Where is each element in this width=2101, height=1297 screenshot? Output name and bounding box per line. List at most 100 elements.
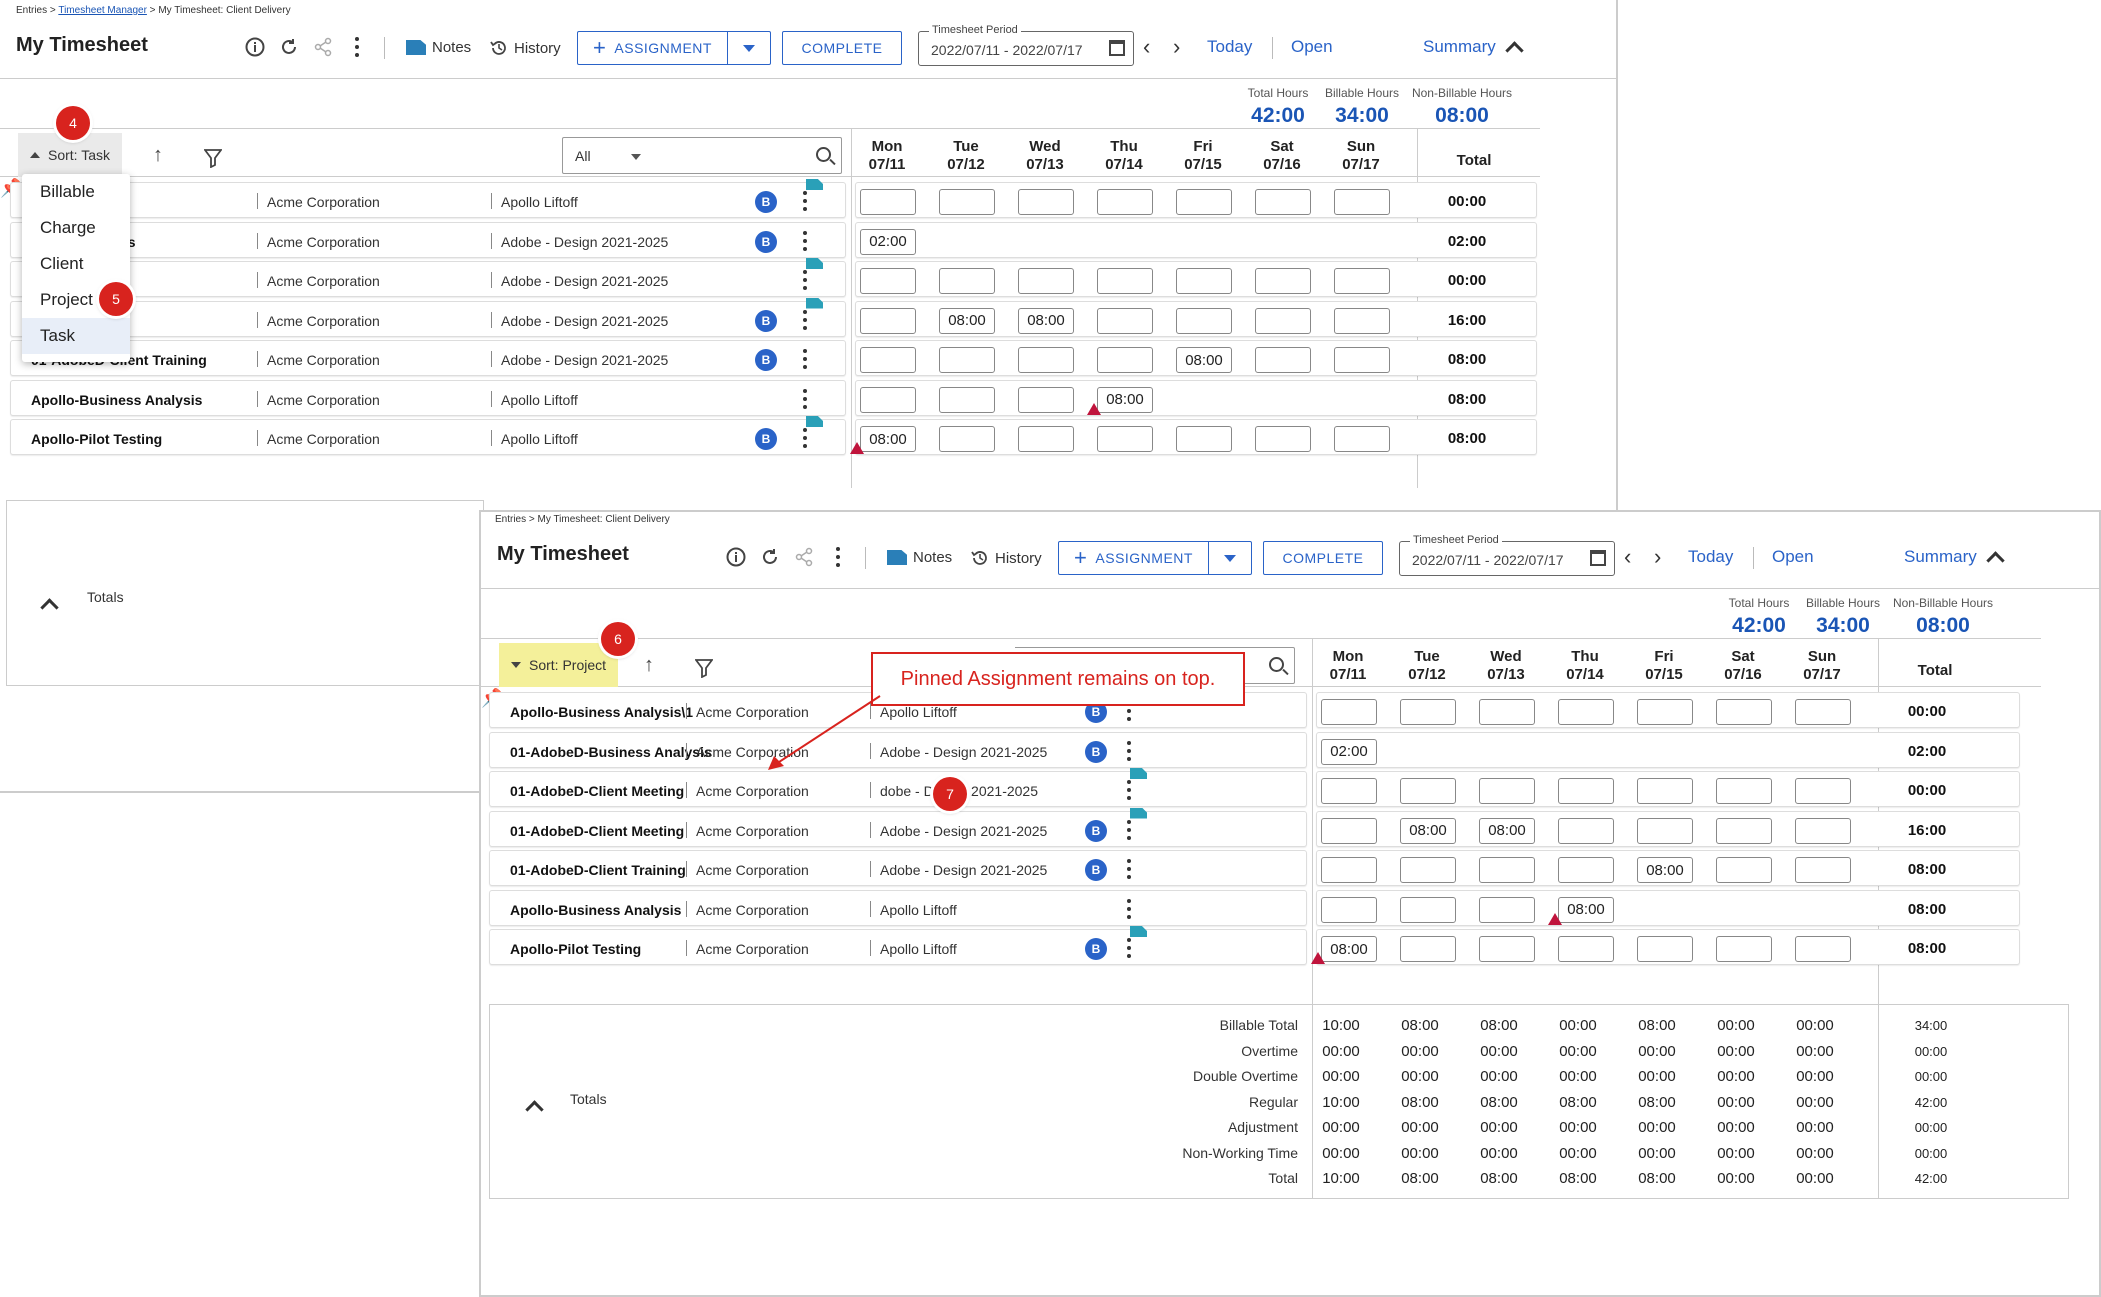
sort-button[interactable]: Sort: Task <box>18 133 122 177</box>
hour-input[interactable]: 08:00 <box>1400 817 1456 844</box>
assignment-dropdown-button[interactable] <box>728 32 770 64</box>
row-more-icon[interactable] <box>802 309 808 330</box>
assignment-button[interactable]: + ASSIGNMENT <box>1059 542 1209 574</box>
hour-input[interactable] <box>1558 936 1614 962</box>
hour-input[interactable] <box>860 189 916 215</box>
complete-button[interactable]: COMPLETE <box>782 31 902 65</box>
hour-input[interactable] <box>1400 936 1456 962</box>
task-name[interactable]: 01-AdobeD-Client Meeting <box>510 783 685 799</box>
today-link[interactable]: Today <box>1688 547 1734 566</box>
task-name[interactable]: 01-AdobeD-Business Analysis <box>510 743 712 760</box>
hour-input[interactable] <box>1716 778 1772 804</box>
hour-input[interactable] <box>1097 426 1153 452</box>
hour-input[interactable]: 08:00 <box>1018 307 1074 334</box>
assignment-dropdown-button[interactable] <box>1209 542 1251 574</box>
notes-button[interactable]: Notes <box>406 39 471 56</box>
hour-input[interactable] <box>1255 347 1311 373</box>
hour-input[interactable] <box>1795 936 1851 962</box>
hour-input[interactable] <box>1321 817 1377 844</box>
task-name[interactable]: Apollo-Business Analysis\1 <box>510 704 694 720</box>
info-icon[interactable] <box>244 36 266 58</box>
hour-input[interactable] <box>1334 426 1390 452</box>
task-name[interactable]: 01-AdobeD-Client Meeting <box>510 822 685 839</box>
hour-input[interactable] <box>1176 268 1232 294</box>
hour-input[interactable] <box>1176 189 1232 215</box>
chevron-up-icon[interactable] <box>525 1100 544 1119</box>
task-row[interactable]: Apollo-Business Analysis Acme Corporation… <box>489 889 1307 926</box>
sort-option-task[interactable]: Task <box>22 318 130 354</box>
open-link[interactable]: Open <box>1291 37 1333 56</box>
open-link[interactable]: Open <box>1772 547 1814 566</box>
hour-input[interactable] <box>1716 936 1772 962</box>
hour-input[interactable]: 08:00 <box>1558 896 1614 923</box>
hour-input[interactable]: 02:00 <box>1321 738 1377 765</box>
hour-input[interactable] <box>860 386 916 413</box>
search-icon[interactable] <box>1269 657 1284 672</box>
hour-input[interactable] <box>1321 857 1377 883</box>
task-name[interactable]: Apollo-Business Analysis <box>510 901 682 918</box>
hour-input[interactable] <box>1479 936 1535 962</box>
search-icon[interactable] <box>816 147 831 162</box>
hour-input[interactable] <box>1255 189 1311 215</box>
hour-input[interactable] <box>1795 817 1851 844</box>
hour-input[interactable] <box>1321 699 1377 725</box>
hour-input[interactable] <box>1334 307 1390 334</box>
calendar-icon[interactable] <box>1590 550 1606 566</box>
more-icon[interactable] <box>827 546 849 568</box>
task-row[interactable]: Apollo-Business Analysis Acme Corporation… <box>10 379 846 416</box>
summary-toggle[interactable]: Summary <box>1904 547 2005 570</box>
hour-input[interactable] <box>1097 268 1153 294</box>
hour-input[interactable] <box>1716 857 1772 883</box>
history-button[interactable]: History <box>490 39 561 57</box>
row-more-icon[interactable] <box>1126 938 1132 958</box>
hour-input[interactable] <box>1018 189 1074 215</box>
next-period-button[interactable]: › <box>1654 544 1662 569</box>
hour-input[interactable] <box>939 386 995 413</box>
sort-option-billable[interactable]: Billable <box>40 182 95 201</box>
calendar-icon[interactable] <box>1109 40 1125 56</box>
hour-input[interactable] <box>860 347 916 373</box>
row-more-icon[interactable] <box>802 191 808 211</box>
sort-option-client[interactable]: Client <box>40 254 84 273</box>
hour-input[interactable] <box>1255 268 1311 294</box>
task-row[interactable]: Apollo-Pilot Testing Acme Corporation Apol… <box>489 926 1307 965</box>
today-link[interactable]: Today <box>1207 37 1253 56</box>
filter-icon[interactable] <box>203 148 223 169</box>
task-row[interactable]: Apollo-Pilot Testing Acme Corporation Apol… <box>10 416 846 455</box>
summary-toggle[interactable]: Summary <box>1423 37 1524 60</box>
hour-input[interactable]: 08:00 <box>1479 817 1535 844</box>
hour-input[interactable] <box>1637 817 1693 844</box>
hour-input[interactable] <box>939 268 995 294</box>
hour-input[interactable] <box>1479 699 1535 725</box>
sort-button[interactable]: Sort: Project <box>499 643 619 687</box>
refresh-icon[interactable] <box>278 36 300 58</box>
sort-option-project[interactable]: Project <box>40 290 93 309</box>
hour-input[interactable] <box>860 268 916 294</box>
row-more-icon[interactable] <box>1126 859 1132 879</box>
hour-input[interactable] <box>1479 896 1535 923</box>
assignment-button[interactable]: + ASSIGNMENT <box>578 32 728 64</box>
notes-button[interactable]: Notes <box>887 549 952 566</box>
timesheet-period-field[interactable]: Timesheet Period 2022/07/11 - 2022/07/17 <box>1399 534 1615 576</box>
hour-input[interactable] <box>1097 307 1153 334</box>
task-row[interactable]: 01-AdobeD-Client Meeting Acme Corporation… <box>489 768 1307 807</box>
hour-input[interactable] <box>939 189 995 215</box>
task-name[interactable]: 01-AdobeD-Client Training <box>510 862 686 878</box>
task-row[interactable]: 01-AdobeD-Client Meeting Acme Corporation… <box>489 807 1307 847</box>
share-icon[interactable] <box>312 36 334 58</box>
hour-input[interactable] <box>1018 347 1074 373</box>
timesheet-period-field[interactable]: Timesheet Period 2022/07/11 - 2022/07/17 <box>918 24 1134 66</box>
hour-input[interactable] <box>1176 307 1232 334</box>
sort-up-icon[interactable]: ↑ <box>644 654 654 676</box>
hour-input[interactable] <box>1018 268 1074 294</box>
hour-input[interactable]: 02:00 <box>860 228 916 255</box>
hour-input[interactable] <box>1334 268 1390 294</box>
hour-input[interactable] <box>1097 347 1153 373</box>
sort-option-charge[interactable]: Charge <box>40 218 96 237</box>
hour-input[interactable] <box>1637 699 1693 725</box>
hour-input[interactable] <box>1795 699 1851 725</box>
row-more-icon[interactable] <box>1126 780 1132 800</box>
hour-input[interactable] <box>1716 699 1772 725</box>
task-row[interactable]: 01-AdobeD-Business Analysis Acme Corporat… <box>489 731 1307 768</box>
